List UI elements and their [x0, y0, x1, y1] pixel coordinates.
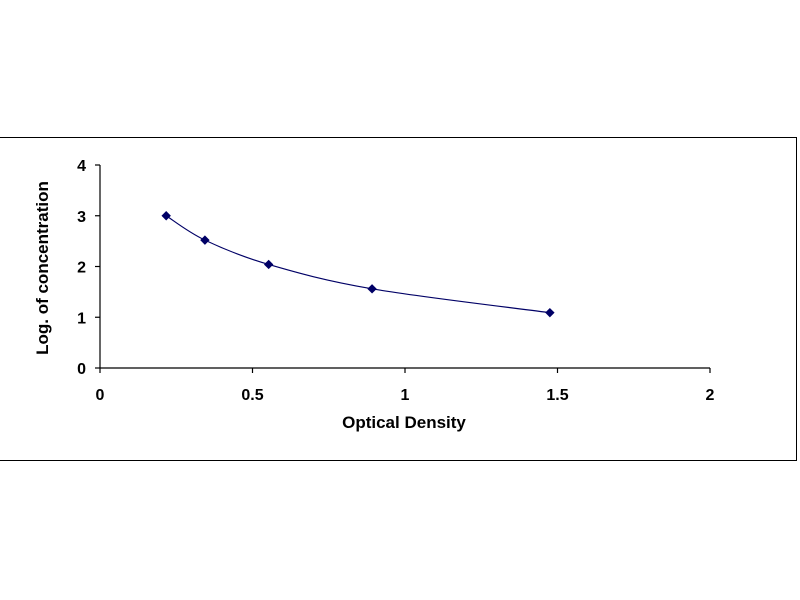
data-points: [161, 211, 555, 318]
x-tick-label: 0: [96, 387, 105, 404]
data-point: [161, 211, 171, 221]
axes: 0 1 2 3 4 0 0.5 1 1.5 2: [77, 158, 714, 404]
x-tick-label: 1: [401, 387, 410, 404]
data-point: [367, 284, 377, 294]
y-axis-title: Log. of concentration: [33, 181, 52, 355]
trendline: [165, 215, 550, 314]
y-tick-label: 2: [77, 260, 86, 277]
chart-frame: [0, 137, 797, 461]
x-tick-label: 1.5: [546, 387, 568, 404]
trendline-group: [165, 215, 550, 314]
x-tick-label: 2: [706, 387, 715, 404]
x-tick-label: 0.5: [241, 387, 263, 404]
data-point: [200, 235, 210, 245]
data-point: [263, 259, 274, 270]
y-tick-label: 3: [77, 209, 86, 226]
y-tick-label: 4: [77, 158, 86, 175]
x-axis-title: Optical Density: [342, 413, 466, 432]
y-tick-label: 1: [77, 310, 86, 327]
y-tick-label: 0: [77, 361, 86, 378]
data-point: [545, 307, 555, 318]
